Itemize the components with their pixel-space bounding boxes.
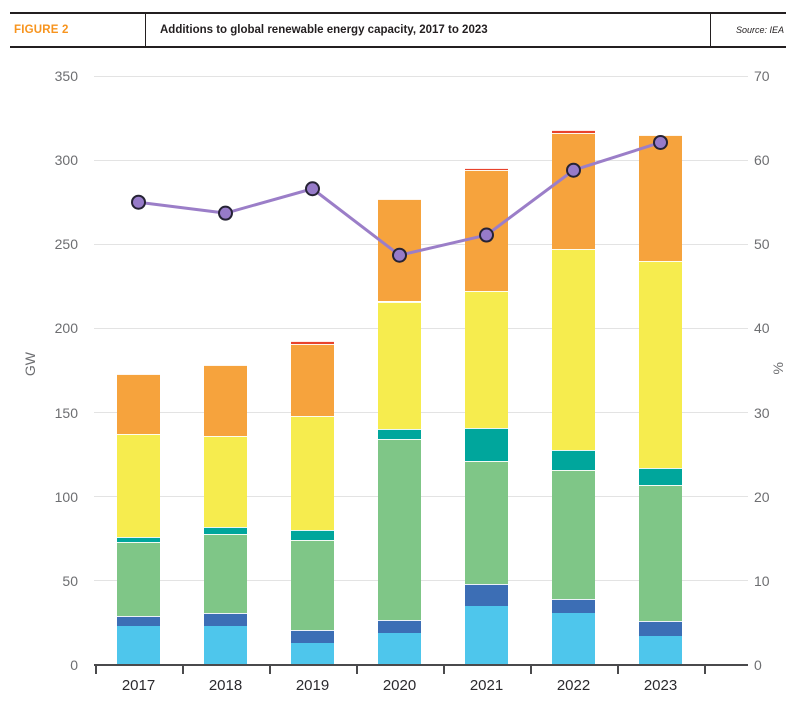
x-axis-label-2022: 2022 (556, 677, 591, 694)
trend-marker-2018 (218, 205, 233, 221)
bar-segment-light-blue-2022 (552, 612, 595, 665)
bar-segment-teal-2020 (378, 429, 421, 440)
figure-label: FIGURE 2 (10, 14, 146, 46)
right-axis-tick-label: 0 (754, 657, 762, 673)
bar-segment-yellow-2019 (291, 415, 334, 531)
x-axis-tick (704, 666, 706, 674)
bar-segment-orange-2021 (465, 170, 508, 292)
bar-segment-light-blue-2021 (465, 606, 508, 665)
bar-segment-green-2017 (117, 542, 160, 617)
grid-line (94, 496, 748, 498)
x-axis-label-2020: 2020 (382, 677, 417, 694)
bar-segment-yellow-2021 (465, 291, 508, 428)
x-axis-tick (182, 666, 184, 674)
bar-segment-dark-blue-2021 (465, 584, 508, 607)
left-axis-tick-label: 50 (62, 572, 78, 589)
grid-line (94, 75, 748, 77)
bar-segment-teal-2017 (117, 537, 160, 543)
bar-segment-orange-2018 (204, 365, 247, 437)
bar-segment-orange-2020 (378, 198, 421, 302)
bar-segment-orange-2017 (117, 373, 160, 435)
bar-segment-dark-blue-2023 (639, 621, 682, 637)
bar-segment-teal-2019 (291, 530, 334, 541)
x-axis-tick (443, 666, 445, 674)
right-axis-tick-label: 50 (754, 236, 770, 253)
bar-segment-green-2022 (552, 469, 595, 600)
bar-segment-light-blue-2019 (291, 643, 334, 665)
figure-source: Source: IEA (710, 14, 786, 46)
right-axis-tick-label: 10 (754, 572, 770, 589)
bar-segment-teal-2023 (639, 468, 682, 485)
right-axis-title: % (770, 362, 786, 375)
left-axis-tick-label: 150 (54, 404, 78, 421)
x-axis-label-2023: 2023 (643, 677, 678, 694)
x-axis-label-2018: 2018 (208, 677, 243, 694)
bar-segment-dark-blue-2022 (552, 599, 595, 613)
right-axis-tick-label: 20 (754, 488, 770, 505)
bar-segment-green-2021 (465, 461, 508, 585)
bar-segment-teal-2022 (552, 449, 595, 470)
bar-segment-dark-blue-2019 (291, 629, 334, 644)
x-axis-label-2017: 2017 (121, 677, 156, 694)
x-axis-label-2021: 2021 (469, 677, 504, 694)
right-axis-tick-label: 70 (754, 68, 770, 84)
bar-segment-red-2019 (291, 341, 334, 344)
bar-segment-red-2022 (552, 129, 595, 134)
left-axis-tick-label: 250 (54, 236, 78, 253)
trend-marker-2019 (305, 181, 320, 197)
bar-segment-light-blue-2018 (204, 626, 247, 665)
bar-segment-orange-2022 (552, 133, 595, 250)
trend-marker-2017 (131, 194, 146, 210)
left-axis-tick-label: 300 (54, 152, 78, 169)
bar-segment-green-2019 (291, 540, 334, 630)
grid-line (94, 412, 748, 414)
left-axis-tick-label: 100 (54, 488, 78, 505)
x-axis-tick (617, 666, 619, 674)
grid-line (94, 580, 748, 582)
right-axis-tick-label: 60 (754, 152, 770, 169)
bar-segment-green-2020 (378, 439, 421, 620)
bar-segment-orange-2019 (291, 343, 334, 416)
left-axis-tick-label: 0 (70, 657, 78, 673)
x-axis-tick (356, 666, 358, 674)
bar-segment-green-2023 (639, 484, 682, 622)
left-axis-title: GW (22, 352, 38, 377)
bar-segment-light-blue-2017 (117, 626, 160, 665)
right-axis-tick-label: 30 (754, 404, 770, 421)
bar-segment-light-blue-2023 (639, 636, 682, 665)
x-axis-label-2019: 2019 (295, 677, 330, 694)
bar-segment-light-blue-2020 (378, 633, 421, 665)
bar-segment-yellow-2023 (639, 261, 682, 469)
x-axis-line (94, 664, 748, 666)
bar-segment-red-2021 (465, 167, 508, 171)
left-axis-tick-label: 350 (54, 68, 78, 84)
x-axis-tick (530, 666, 532, 674)
bar-segment-yellow-2022 (552, 249, 595, 450)
left-axis-tick-label: 200 (54, 320, 78, 337)
bar-segment-yellow-2020 (378, 301, 421, 430)
bar-segment-yellow-2018 (204, 436, 247, 527)
grid-line (94, 327, 748, 329)
x-axis-tick (95, 666, 97, 674)
bar-segment-yellow-2017 (117, 434, 160, 538)
right-axis-tick-label: 40 (754, 320, 770, 337)
bar-segment-dark-blue-2020 (378, 619, 421, 634)
figure-header: FIGURE 2 Additions to global renewable e… (10, 12, 786, 48)
bar-segment-green-2018 (204, 533, 247, 613)
bar-segment-dark-blue-2017 (117, 616, 160, 627)
figure-title: Additions to global renewable energy cap… (160, 24, 488, 36)
bar-segment-orange-2023 (639, 134, 682, 262)
bar-segment-teal-2021 (465, 427, 508, 462)
bar-segment-teal-2018 (204, 527, 247, 534)
bar-segment-dark-blue-2018 (204, 612, 247, 627)
x-axis-tick (269, 666, 271, 674)
